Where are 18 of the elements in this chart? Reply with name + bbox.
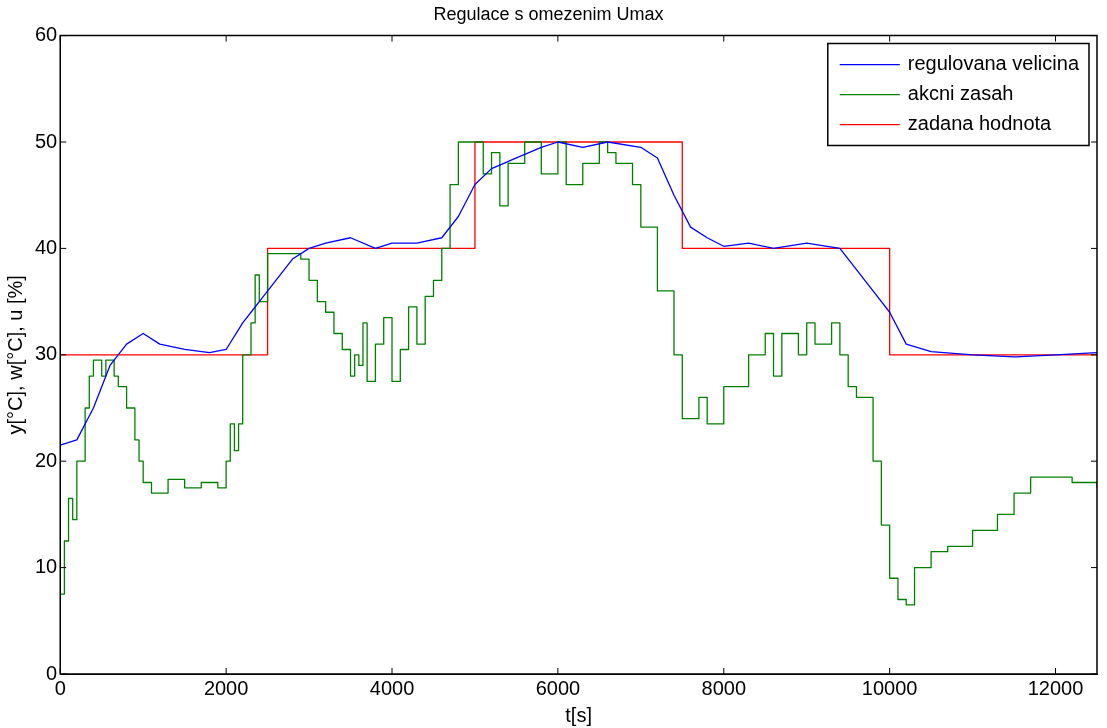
y-tick-label: 60 (35, 23, 58, 46)
y-tick-label: 40 (35, 235, 58, 258)
x-tick-label: 12000 (1027, 676, 1084, 699)
y-axis-title: y[°C], w[°C], u [%] (3, 275, 26, 435)
y-tick-label: 10 (35, 555, 58, 578)
y-tick-label: 30 (35, 342, 58, 365)
x-tick-label: 8000 (701, 676, 747, 699)
legend-label: regulovana velicina (907, 52, 1080, 75)
x-axis-title: t[s] (565, 703, 592, 726)
chart-title: Regulace s omezenim Umax (433, 3, 664, 24)
y-tick-label: 20 (35, 448, 58, 471)
x-tick-label: 10000 (861, 676, 918, 699)
y-tick-label: 50 (35, 129, 58, 152)
x-tick-label: 4000 (369, 676, 415, 699)
legend-label: akcni zasah (907, 82, 1014, 105)
x-tick-label: 2000 (203, 676, 249, 699)
x-tick-label: 6000 (535, 676, 581, 699)
legend-label: zadana hodnota (907, 112, 1053, 135)
